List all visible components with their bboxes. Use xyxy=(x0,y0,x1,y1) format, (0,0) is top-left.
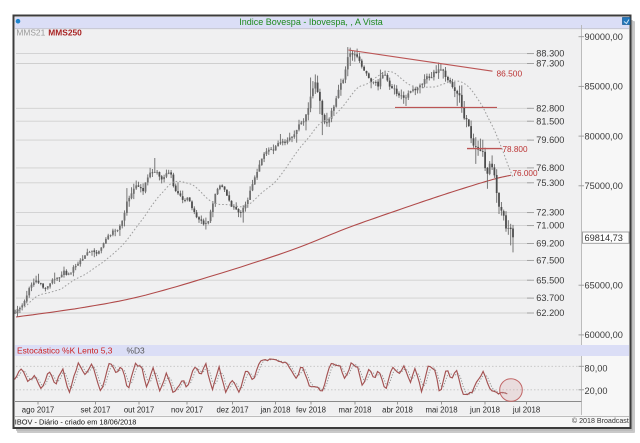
svg-text:75.300: 75.300 xyxy=(536,178,564,188)
svg-text:IBOV - Diário - criado em 18/0: IBOV - Diário - criado em 18/06/2018 xyxy=(15,418,137,427)
svg-text:MMS250: MMS250 xyxy=(48,27,82,37)
svg-text:69.200: 69.200 xyxy=(536,239,564,249)
svg-text:%D3: %D3 xyxy=(127,346,145,356)
svg-text:set 2017: set 2017 xyxy=(81,405,111,414)
svg-text:88.300: 88.300 xyxy=(536,49,564,59)
svg-text:mai 2018: mai 2018 xyxy=(425,405,457,414)
svg-text:ago 2017: ago 2017 xyxy=(22,405,55,414)
svg-text:75000,00: 75000,00 xyxy=(585,181,623,191)
svg-text:20,00: 20,00 xyxy=(585,386,608,396)
svg-text:fev 2018: fev 2018 xyxy=(296,405,326,414)
svg-text:mar 2018: mar 2018 xyxy=(339,405,372,414)
svg-text:71.000: 71.000 xyxy=(536,221,564,231)
svg-text:dez 2017: dez 2017 xyxy=(216,405,248,414)
svg-text:jan 2018: jan 2018 xyxy=(260,405,291,414)
svg-text:jun 2018: jun 2018 xyxy=(469,405,500,414)
svg-text:86.500: 86.500 xyxy=(497,69,523,79)
svg-text:90000,00: 90000,00 xyxy=(585,32,623,42)
svg-text:Indice Bovespa - Ibovespa, , A: Indice Bovespa - Ibovespa, , A Vista xyxy=(239,17,382,27)
svg-text:69814,73: 69814,73 xyxy=(585,233,623,243)
svg-text:81.500: 81.500 xyxy=(536,116,564,126)
svg-text:79.600: 79.600 xyxy=(536,135,564,145)
svg-text:82.800: 82.800 xyxy=(536,103,564,113)
svg-text:72.300: 72.300 xyxy=(536,208,564,218)
svg-text:87.300: 87.300 xyxy=(536,59,564,69)
svg-text:abr 2018: abr 2018 xyxy=(382,405,413,414)
svg-text:65000,00: 65000,00 xyxy=(585,280,623,290)
svg-text:63.700: 63.700 xyxy=(536,293,564,303)
svg-text:out 2017: out 2017 xyxy=(124,405,154,414)
svg-text:76.000: 76.000 xyxy=(513,169,538,178)
svg-text:78.800: 78.800 xyxy=(503,145,528,154)
svg-text:nov 2017: nov 2017 xyxy=(171,405,203,414)
svg-text:80,00: 80,00 xyxy=(585,363,608,373)
svg-text:Estocástico %K Lento 5,3: Estocástico %K Lento 5,3 xyxy=(17,346,113,356)
svg-text:jul 2018: jul 2018 xyxy=(512,405,540,414)
svg-text:67.500: 67.500 xyxy=(536,256,564,266)
svg-text:65.500: 65.500 xyxy=(536,275,564,285)
svg-text:85000,00: 85000,00 xyxy=(585,82,623,92)
svg-text:© 2018 Broadcast: © 2018 Broadcast xyxy=(572,417,629,425)
svg-text:80000,00: 80000,00 xyxy=(585,131,623,141)
svg-text:76.800: 76.800 xyxy=(536,163,564,173)
svg-text:MMS21: MMS21 xyxy=(16,27,45,37)
svg-text:60000,00: 60000,00 xyxy=(585,330,623,340)
svg-text:62.200: 62.200 xyxy=(536,308,564,318)
